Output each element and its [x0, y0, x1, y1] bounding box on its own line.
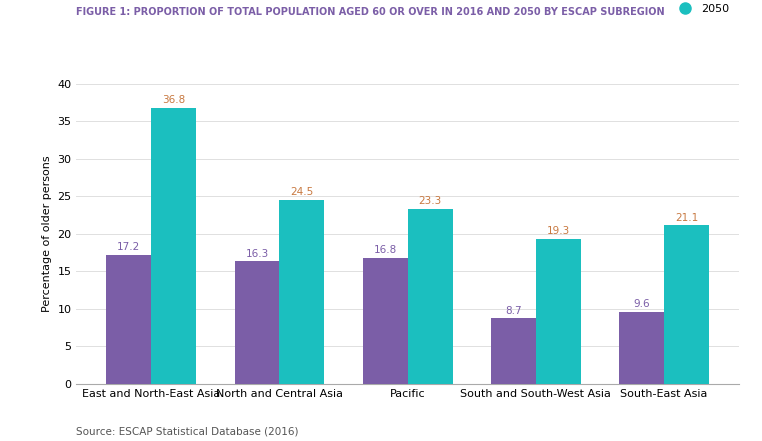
Bar [280, 200, 325, 384]
Text: 24.5: 24.5 [290, 187, 313, 198]
Bar [107, 255, 151, 384]
Text: Source: ESCAP Statistical Database (2016): Source: ESCAP Statistical Database (2016… [76, 426, 299, 437]
Bar [408, 209, 453, 384]
Legend: 2016, 2050: 2016, 2050 [670, 0, 734, 19]
Bar [536, 239, 581, 384]
Text: 36.8: 36.8 [162, 95, 185, 105]
Bar [491, 318, 536, 384]
Y-axis label: Percentage of older persons: Percentage of older persons [42, 155, 52, 312]
Bar [235, 262, 280, 384]
Text: 16.3: 16.3 [245, 249, 269, 259]
Bar [363, 258, 408, 384]
Text: 9.6: 9.6 [633, 299, 650, 309]
Text: 19.3: 19.3 [546, 226, 570, 236]
Bar [151, 108, 196, 384]
Text: 8.7: 8.7 [505, 306, 522, 316]
Text: 21.1: 21.1 [675, 213, 698, 223]
Text: 16.8: 16.8 [373, 245, 397, 255]
Bar [664, 225, 709, 384]
Text: 23.3: 23.3 [418, 196, 442, 206]
Text: 17.2: 17.2 [117, 242, 140, 252]
Text: FIGURE 1: PROPORTION OF TOTAL POPULATION AGED 60 OR OVER IN 2016 AND 2050 BY ESC: FIGURE 1: PROPORTION OF TOTAL POPULATION… [76, 7, 664, 17]
Bar [620, 312, 664, 384]
